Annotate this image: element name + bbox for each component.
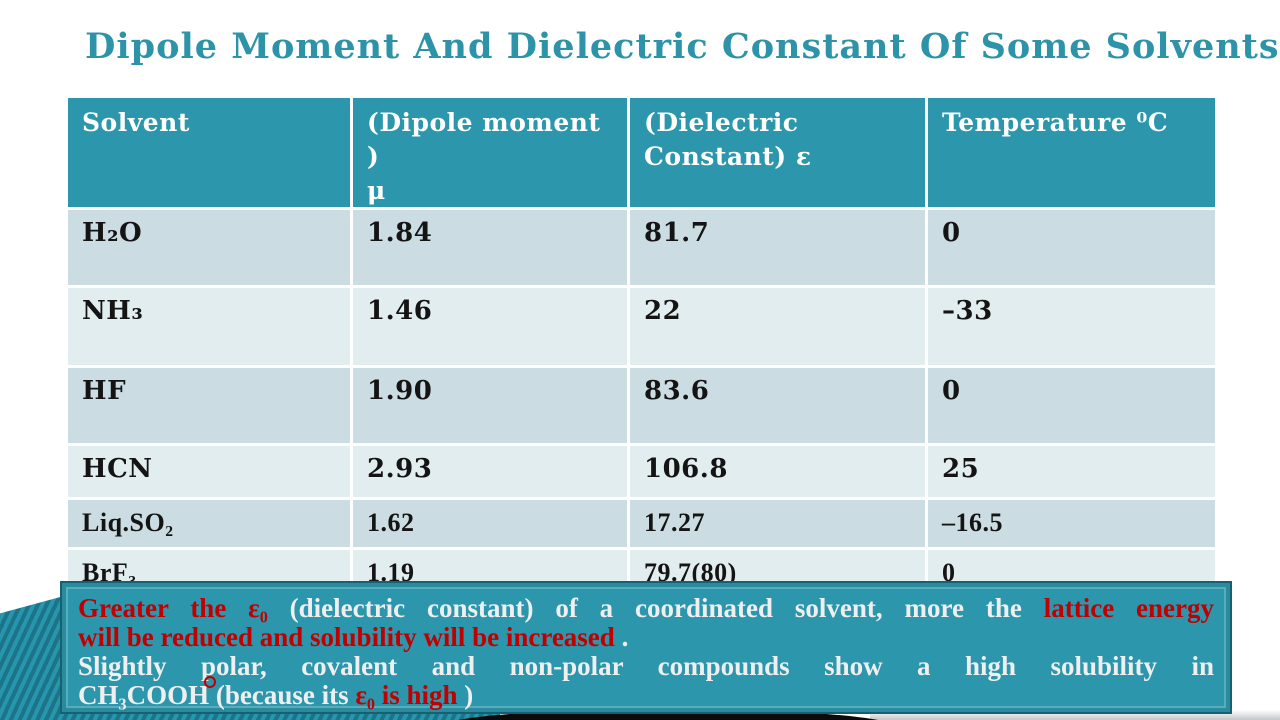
table-cell: 83.6: [627, 365, 928, 447]
header-temperature: Temperature ⁰C: [925, 94, 1218, 211]
table-row: HCN 2.93 106.8 25: [65, 443, 1218, 501]
note-text-white: Slightly polar, covalent and non-polar c…: [78, 651, 1214, 681]
table-cell: NH₃: [65, 285, 353, 369]
header-label: Temperature ⁰C: [942, 108, 1169, 137]
note-text-red: lattice energy: [1043, 593, 1215, 623]
table-row: HF 1.90 83.6 0: [65, 365, 1218, 447]
table-cell: 22: [627, 285, 928, 369]
silver-band: [870, 710, 1280, 720]
table-cell: 17.27: [627, 497, 928, 551]
table-cell: Liq.SO₂: [65, 497, 353, 551]
table-cell: HF: [65, 365, 353, 447]
note-line-3: Slightly polar, covalent and non-polar c…: [78, 652, 1214, 681]
table-cell: 1.46: [350, 285, 630, 369]
table-cell: H₂O: [65, 207, 353, 289]
table-cell: 25: [925, 443, 1218, 501]
header-label: (Dielectric: [644, 108, 799, 137]
header-label: Solvent: [82, 108, 190, 137]
table-cell: 106.8: [627, 443, 928, 501]
striped-teal-wedge-decoration: [0, 596, 64, 720]
table-header-row: Solvent (Dipole moment ) μ (Dielectric C…: [65, 94, 1218, 211]
header-dielectric-constant: (Dielectric Constant) ε: [627, 94, 928, 211]
header-label: Constant) ε: [644, 141, 812, 171]
black-swoosh-shape: [438, 710, 898, 720]
note-text-white: ): [464, 680, 474, 710]
note-line-1: Greater the ε₀ (dielectric constant) of …: [78, 594, 1214, 623]
table-cell: 81.7: [627, 207, 928, 289]
slide-title: Dipole Moment And Dielectric Constant Of…: [85, 26, 1280, 67]
note-text-red: Greater the ε₀: [78, 593, 290, 623]
table-cell: 0: [925, 365, 1218, 447]
note-box: Greater the ε₀ (dielectric constant) of …: [62, 583, 1230, 712]
header-label: μ: [367, 175, 386, 205]
table-cell: 1.90: [350, 365, 630, 447]
note-text-white: CH₃COOH (because its: [78, 680, 356, 710]
table-cell: –16.5: [925, 497, 1218, 551]
solvents-table: Solvent (Dipole moment ) μ (Dielectric C…: [65, 94, 1218, 614]
note-text-red: ε₀ is high: [355, 680, 458, 710]
red-ring-annotation: [204, 676, 216, 688]
table-cell: 1.62: [350, 497, 630, 551]
note-text-white: .: [621, 622, 629, 652]
note-text-red: will be reduced and solubility will be i…: [78, 622, 615, 652]
note-text-white: (dielectric constant) of a coordinated s…: [289, 593, 1044, 623]
note-line-2: will be reduced and solubility will be i…: [78, 623, 1214, 652]
table-row: Liq.SO₂ 1.62 17.27 –16.5: [65, 497, 1218, 551]
table-cell: 2.93: [350, 443, 630, 501]
table-row: NH₃ 1.46 22 –33: [65, 285, 1218, 369]
striped-teal-band: [0, 710, 500, 720]
header-label: (Dipole moment ): [367, 108, 601, 171]
header-solvent: Solvent: [65, 94, 353, 211]
table-cell: 1.84: [350, 207, 630, 289]
header-dipole-moment: (Dipole moment ) μ: [350, 94, 630, 211]
table-cell: –33: [925, 285, 1218, 369]
table-cell: 0: [925, 207, 1218, 289]
table-row: H₂O 1.84 81.7 0: [65, 207, 1218, 289]
bottom-edge-decoration: [0, 710, 1280, 720]
table-cell: HCN: [65, 443, 353, 501]
note-line-4: CH₃COOH (because its ε₀ is high ): [78, 676, 1214, 710]
